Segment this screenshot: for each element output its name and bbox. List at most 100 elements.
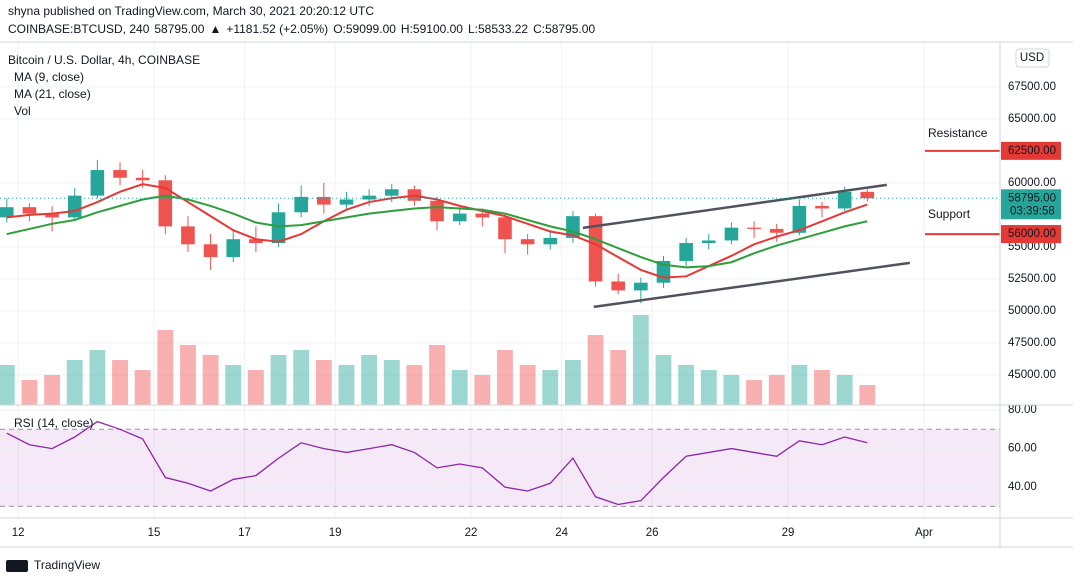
level-text: Support <box>928 207 971 221</box>
logo <box>6 560 28 572</box>
candle-body <box>181 226 195 245</box>
x-tick-label: 12 <box>12 527 25 539</box>
candle-body <box>294 196 308 213</box>
ma-line <box>6 194 868 269</box>
rsi-legend: RSI (14, close) <box>14 416 93 430</box>
candle-body <box>249 239 263 244</box>
candle-body <box>384 189 399 196</box>
volume-bar <box>202 355 219 405</box>
volume-bar <box>519 365 536 405</box>
volume-bar <box>361 355 378 405</box>
candle-body <box>158 180 173 227</box>
level-label: 56000.00 <box>1008 228 1056 240</box>
vol-legend: Vol <box>14 104 31 118</box>
pane-title: Bitcoin / U.S. Dollar, 4h, COINBASE <box>8 53 200 67</box>
level-box <box>1001 225 1061 244</box>
x-tick-label: 22 <box>465 527 478 539</box>
candle-body <box>430 200 444 222</box>
candle-body <box>45 213 59 218</box>
volume-bar <box>383 360 400 405</box>
candle-body <box>22 207 37 214</box>
x-tick-label: 24 <box>555 527 568 539</box>
volume-bar <box>180 345 196 405</box>
y-tick-label: 65000.00 <box>1008 113 1056 125</box>
volume-bar <box>429 345 445 405</box>
candle-body <box>860 191 875 199</box>
x-tick-label: 29 <box>782 527 795 539</box>
rsi-tick-label: 40.00 <box>1008 481 1037 493</box>
volume-bar <box>406 365 423 405</box>
header-text: 58795.00 <box>154 22 204 36</box>
volume-bar <box>587 335 604 405</box>
candle-body <box>452 213 467 222</box>
rsi-tick-label: 80.00 <box>1008 404 1037 416</box>
candle-body <box>90 170 105 196</box>
volume-bar <box>225 365 242 405</box>
candle-body <box>271 212 286 244</box>
candle-body <box>634 282 648 291</box>
currency: USD <box>1020 52 1044 64</box>
candle-body <box>67 195 82 218</box>
x-tick-label: 15 <box>148 527 161 539</box>
level-box <box>1001 141 1061 160</box>
candle-body <box>339 199 354 205</box>
candle-body <box>611 281 625 291</box>
symbol-line: COINBASE:BTCUSD, 240 58795.00 ▲ +1181.52 (+… <box>8 22 595 36</box>
rsi-band <box>0 429 1000 507</box>
header-text: 59100.00 <box>413 22 463 36</box>
candle-body <box>701 240 716 244</box>
y-tick-label: 47500.00 <box>1008 337 1056 349</box>
volume-bar <box>315 360 332 405</box>
level-text: Resistance <box>928 126 988 140</box>
y-tick-label: 45000.00 <box>1008 369 1056 381</box>
y-tick-label: 67500.00 <box>1008 81 1056 93</box>
volume-bar <box>338 365 355 405</box>
ma-legend: MA (21, close) <box>14 87 91 101</box>
last-price: 58795.00 <box>1008 192 1056 204</box>
header-text: 59099.00 <box>346 22 396 36</box>
header-text: +1181.52 (+2.05%) <box>226 22 328 36</box>
candle-body <box>203 244 218 258</box>
x-tick-label: Apr <box>915 527 933 539</box>
plot: 12 15 17 19 22 24 26 29 Apr 45000.00 47500.00 50000… <box>0 42 1061 539</box>
ma-legend: MA (9, close) <box>14 70 84 84</box>
y-tick-label: 50000.00 <box>1008 305 1056 317</box>
candle-body <box>815 205 829 209</box>
volume-bar <box>157 330 174 405</box>
candle-body <box>588 216 603 282</box>
candle-body <box>113 170 127 178</box>
candle-body <box>0 207 14 218</box>
volume-bar <box>474 375 491 405</box>
published-line: shyna published on TradingView.com, Marc… <box>8 4 374 18</box>
volume-bar <box>134 370 151 405</box>
brand: TradingView <box>34 558 100 572</box>
volume-bar <box>270 355 287 405</box>
y-tick-label: 52500.00 <box>1008 273 1056 285</box>
y-tick-label: 60000.00 <box>1008 177 1056 189</box>
x-tick-label: 17 <box>238 527 251 539</box>
candle-body <box>498 217 512 240</box>
header-text: COINBASE:BTCUSD, 240 <box>8 22 150 36</box>
volume-bar <box>814 370 830 405</box>
volume-bar <box>610 350 627 405</box>
header-text: ▲ <box>209 22 221 36</box>
ma-line <box>6 183 868 279</box>
candle-body <box>520 239 535 245</box>
header-text: 58795.00 <box>545 22 595 36</box>
x-tick-label: 19 <box>329 527 342 539</box>
volume-bar <box>66 360 83 405</box>
currency-box[interactable] <box>1015 48 1050 68</box>
level-label: 62500.00 <box>1008 145 1056 157</box>
candle-body <box>837 191 852 209</box>
header-text: O: <box>333 22 346 36</box>
volume-bar <box>655 355 672 405</box>
candle-body <box>543 237 558 245</box>
y-tick-label: 55000.00 <box>1008 241 1056 253</box>
x-tick-label: 26 <box>646 527 659 539</box>
candle-body <box>226 239 241 258</box>
volume-bar <box>542 370 559 405</box>
volume-bar <box>247 370 264 405</box>
volume-bar <box>678 365 695 405</box>
volume-bar <box>21 380 38 405</box>
